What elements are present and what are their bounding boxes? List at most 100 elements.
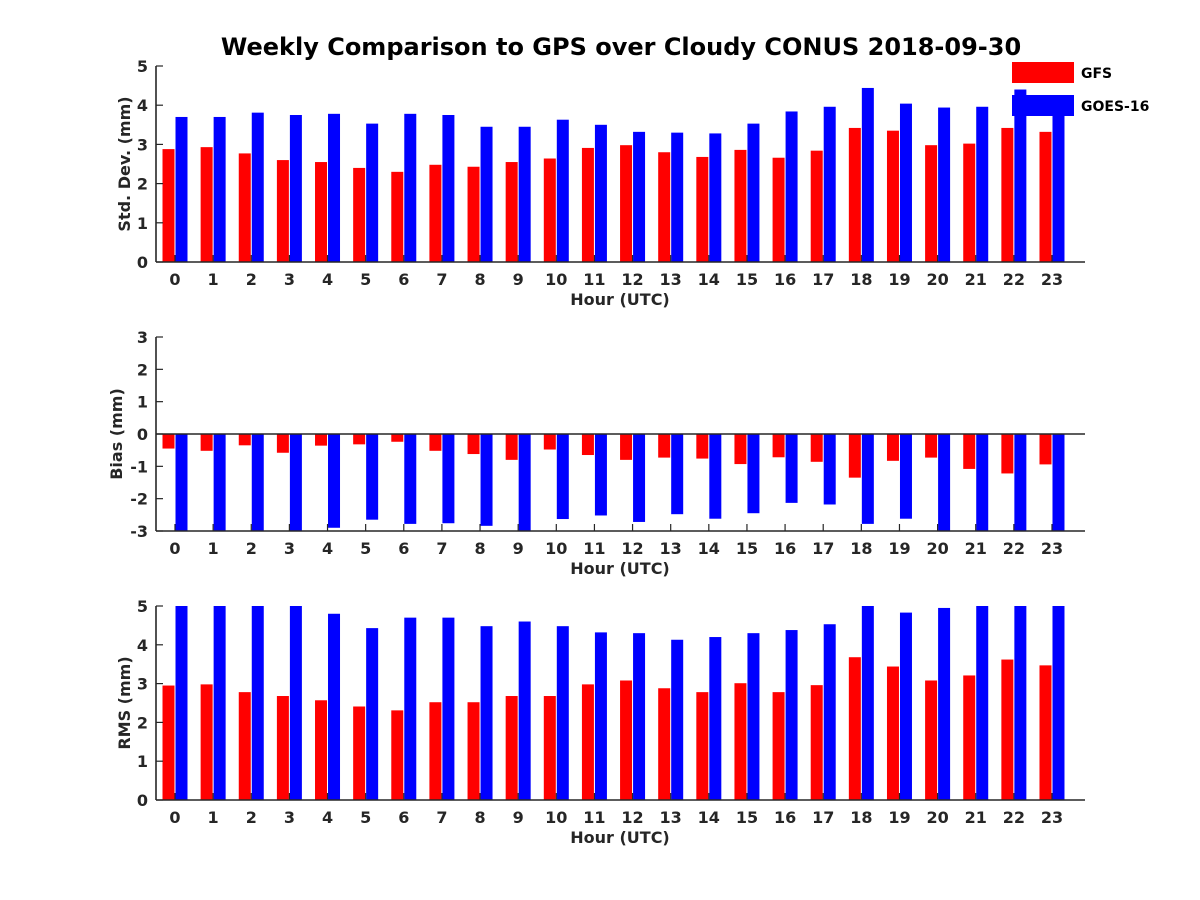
bar-gfs-hour-18: [848, 657, 861, 800]
bar-gfs-hour-19: [886, 666, 899, 800]
x-tick-label: 19: [888, 539, 910, 558]
bar-goes-16-hour-1: [213, 606, 226, 800]
bar-goes-16-hour-23: [1052, 434, 1065, 531]
x-tick-label: 18: [850, 539, 872, 558]
legend-item-goes-16: GOES-16: [1012, 95, 1149, 116]
bar-gfs-hour-23: [1039, 434, 1052, 465]
x-tick-label: 10: [545, 270, 567, 289]
x-tick-label: 7: [436, 808, 447, 827]
x-tick-label: 13: [660, 539, 682, 558]
bar-gfs-hour-22: [1001, 127, 1014, 262]
bar-goes-16-hour-0: [175, 606, 188, 800]
bar-gfs-hour-3: [276, 434, 289, 453]
bar-goes-16-hour-8: [480, 626, 493, 800]
bar-gfs-hour-11: [581, 147, 594, 262]
y-axis-label: Bias (mm): [107, 388, 126, 480]
bar-goes-16-hour-21: [976, 434, 989, 531]
bar-goes-16-hour-14: [709, 637, 722, 800]
bar-gfs-hour-1: [200, 147, 213, 262]
x-tick-label: 12: [621, 270, 643, 289]
x-tick-label: 19: [888, 270, 910, 289]
bar-gfs-hour-5: [353, 167, 366, 262]
x-tick-label: 0: [169, 539, 180, 558]
bar-gfs-hour-17: [810, 685, 823, 800]
x-tick-label: 6: [398, 270, 409, 289]
bar-gfs-hour-13: [658, 688, 671, 800]
x-tick-label: 2: [246, 808, 257, 827]
y-tick-label: -2: [130, 490, 148, 509]
y-axis-label: RMS (mm): [115, 656, 134, 749]
bar-gfs-hour-14: [696, 156, 709, 262]
bar-goes-16-hour-3: [289, 606, 302, 800]
x-tick-label: 11: [583, 270, 605, 289]
bar-goes-16-hour-8: [480, 126, 493, 262]
bar-goes-16-hour-17: [823, 106, 836, 262]
x-tick-label: 0: [169, 270, 180, 289]
x-tick-label: 14: [698, 539, 720, 558]
bar-goes-16-hour-15: [747, 633, 760, 800]
bar-gfs-hour-21: [963, 675, 976, 800]
x-tick-label: 17: [812, 539, 834, 558]
bar-goes-16-hour-1: [213, 434, 226, 531]
bar-goes-16-hour-6: [404, 617, 417, 800]
bar-gfs-hour-23: [1039, 131, 1052, 262]
bar-goes-16-hour-23: [1052, 606, 1065, 800]
x-tick-label: 17: [812, 808, 834, 827]
bar-goes-16-hour-20: [938, 607, 951, 800]
x-tick-label: 16: [774, 808, 796, 827]
bar-gfs-hour-15: [734, 683, 747, 800]
bar-goes-16-hour-19: [899, 612, 912, 800]
bar-goes-16-hour-9: [518, 126, 531, 262]
bar-gfs-hour-4: [315, 162, 328, 262]
bar-goes-16-hour-10: [556, 119, 569, 262]
bar-gfs-hour-14: [696, 434, 709, 459]
bar-gfs-hour-21: [963, 434, 976, 469]
y-tick-label: 2: [137, 713, 148, 732]
x-tick-label: 22: [1003, 808, 1025, 827]
bar-goes-16-hour-20: [938, 434, 951, 531]
bar-goes-16-hour-13: [671, 132, 684, 262]
bar-gfs-hour-12: [620, 145, 633, 262]
y-tick-label: -1: [130, 457, 148, 476]
bar-goes-16-hour-18: [861, 87, 874, 263]
bar-goes-16-hour-22: [1014, 434, 1027, 531]
y-tick-label: 0: [137, 425, 148, 444]
x-tick-label: 3: [284, 270, 295, 289]
bar-goes-16-hour-5: [366, 628, 379, 800]
bar-gfs-hour-8: [467, 434, 480, 455]
bar-goes-16-hour-14: [709, 434, 722, 519]
x-tick-label: 4: [322, 270, 333, 289]
x-tick-label: 13: [660, 270, 682, 289]
x-tick-label: 11: [583, 808, 605, 827]
x-tick-label: 23: [1041, 270, 1063, 289]
bar-gfs-hour-0: [162, 149, 175, 262]
x-tick-label: 6: [398, 539, 409, 558]
bar-goes-16-hour-12: [633, 434, 646, 522]
x-tick-label: 2: [246, 539, 257, 558]
bar-gfs-hour-21: [963, 143, 976, 262]
legend-item-gfs: GFS: [1012, 62, 1112, 83]
y-tick-label: 4: [137, 636, 148, 655]
bar-goes-16-hour-11: [594, 632, 607, 800]
x-axis-label: Hour (UTC): [570, 828, 670, 847]
y-tick-label: 1: [137, 752, 148, 771]
x-tick-label: 0: [169, 808, 180, 827]
bar-gfs-hour-16: [772, 434, 785, 458]
y-tick-label: 2: [137, 175, 148, 194]
legend-swatch: [1012, 62, 1074, 83]
y-tick-label: 0: [137, 253, 148, 272]
bar-gfs-hour-2: [238, 153, 251, 262]
x-tick-label: 16: [774, 539, 796, 558]
bar-goes-16-hour-0: [175, 434, 188, 531]
x-tick-label: 21: [965, 539, 987, 558]
x-tick-label: 1: [208, 270, 219, 289]
bar-goes-16-hour-11: [594, 124, 607, 262]
bar-goes-16-hour-7: [442, 115, 455, 262]
bar-goes-16-hour-12: [633, 131, 646, 262]
bar-gfs-hour-10: [543, 158, 556, 262]
